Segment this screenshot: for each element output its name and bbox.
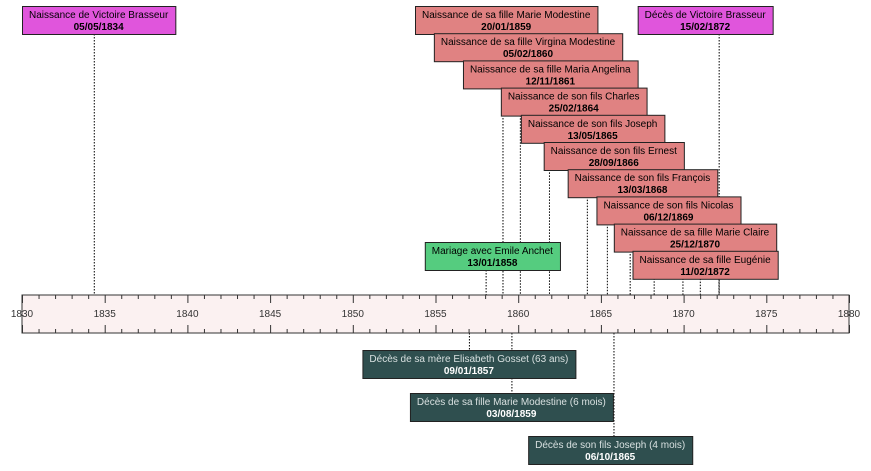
event-date: 15/02/1872 — [680, 22, 730, 33]
event-naissance-marie-modestine: Naissance de sa fille Marie Modestine20/… — [415, 6, 599, 35]
event-box — [500, 87, 648, 117]
event-box — [22, 6, 177, 35]
event-date: 13/03/1868 — [617, 185, 667, 196]
axis-tick-label: 1830 — [11, 309, 34, 320]
event-box — [409, 393, 614, 422]
event-date: 06/12/1869 — [643, 212, 693, 223]
event-date: 11/02/1872 — [680, 267, 730, 278]
event-title: Naissance de sa fille Virgina Modestine — [441, 37, 616, 48]
axis-tick-label: 1870 — [672, 309, 695, 320]
event-box — [543, 142, 685, 171]
event-box — [362, 350, 577, 379]
event-date: 25/12/1870 — [670, 240, 720, 251]
event-title: Naissance de son fils Ernest — [551, 146, 677, 157]
axis-tick-label: 1840 — [176, 309, 199, 320]
event-deces-marie-modestine: Décès de sa fille Marie Modestine (6 moi… — [409, 393, 614, 422]
event-title: Naissance de son fils Nicolas — [603, 200, 733, 211]
event-date: 28/09/1866 — [589, 158, 639, 169]
event-date: 25/02/1864 — [549, 104, 599, 115]
event-box — [567, 169, 719, 199]
event-box — [424, 242, 561, 271]
event-naissance-virgina-modestine: Naissance de sa fille Virgina Modestine0… — [433, 33, 624, 63]
event-box — [520, 114, 666, 144]
event-boxes: Naissance de Victoire Brasseur05/05/1834… — [22, 6, 779, 465]
event-deces-joseph: Décès de son fils Joseph (4 mois)06/10/1… — [528, 436, 694, 465]
event-date: 09/01/1857 — [444, 366, 494, 377]
axis-tick-label: 1855 — [424, 309, 447, 320]
axis-tick-label: 1845 — [259, 309, 282, 320]
event-box — [415, 6, 599, 35]
event-title: Naissance de son fils Joseph — [528, 119, 658, 130]
event-date: 03/08/1859 — [486, 409, 536, 420]
event-title: Décès de sa fille Marie Modestine (6 moi… — [417, 397, 606, 408]
event-date: 05/02/1860 — [503, 49, 553, 60]
event-box — [637, 6, 774, 35]
event-title: Décès de Victoire Brasseur — [645, 10, 767, 21]
event-box — [613, 223, 778, 253]
event-title: Naissance de sa fille Marie Modestine — [422, 10, 591, 21]
event-naissance-marie-claire: Naissance de sa fille Marie Claire25/12/… — [613, 223, 778, 253]
event-date: 13/05/1865 — [568, 131, 618, 142]
event-box — [528, 436, 694, 465]
event-date: 05/05/1834 — [74, 22, 124, 33]
axis-tick-label: 1860 — [507, 309, 530, 320]
event-title: Naissance de son fils Charles — [508, 92, 640, 103]
axis-tick-label: 1875 — [755, 309, 778, 320]
axis-tick-label: 1850 — [342, 309, 365, 320]
event-date: 12/11/1861 — [526, 76, 576, 87]
event-title: Décès de son fils Joseph (4 mois) — [535, 440, 685, 451]
event-naissance-maria-angelina: Naissance de sa fille Maria Angelina12/1… — [462, 60, 639, 90]
event-deces-elisabeth: Décès de sa mère Elisabeth Gosset (63 an… — [362, 350, 577, 379]
axis-tick-label: 1880 — [838, 309, 861, 320]
event-title: Naissance de sa fille Marie Claire — [621, 228, 770, 239]
event-date: 13/01/1858 — [467, 258, 517, 269]
axis-tick-label: 1835 — [94, 309, 117, 320]
event-title: Naissance de sa fille Eugénie — [639, 255, 771, 266]
event-title: Mariage avec Emile Anchet — [432, 246, 553, 257]
event-box — [632, 250, 779, 280]
timeline-axis: 1830 1835 1840 1845 1850 1855 1860 1865 1870 1875… — [11, 294, 861, 334]
event-title: Décès de sa mère Elisabeth Gosset (63 an… — [369, 354, 568, 365]
event-title: Naissance de Victoire Brasseur — [29, 10, 169, 21]
event-date: 06/10/1865 — [585, 452, 635, 463]
event-title: Naissance de son fils François — [575, 173, 711, 184]
axis-tick-label: 1865 — [590, 309, 613, 320]
event-title: Naissance de sa fille Maria Angelina — [470, 64, 631, 75]
event-date: 20/01/1859 — [481, 22, 531, 33]
event-box — [462, 60, 639, 90]
